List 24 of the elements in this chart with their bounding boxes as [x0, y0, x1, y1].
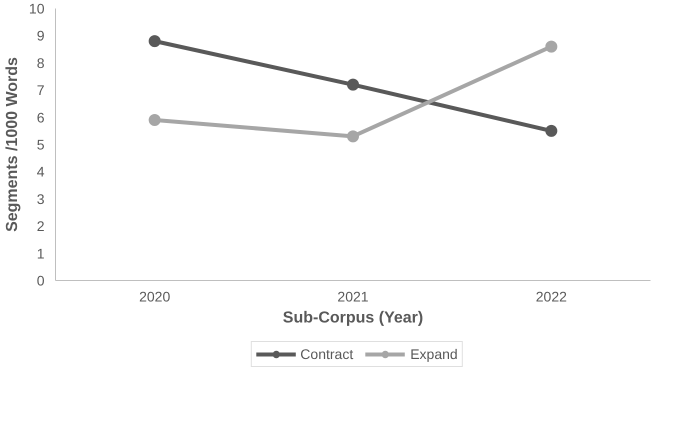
point: [545, 40, 558, 53]
x-tick-label: 2022: [536, 288, 568, 304]
y-tick-label: 2: [36, 218, 45, 234]
x-tick-label: 2020: [139, 288, 170, 304]
y-axis-title: Segments /1000 Words: [4, 56, 21, 232]
y-tick-label: 8: [36, 54, 45, 71]
point: [545, 124, 558, 137]
point: [347, 130, 359, 142]
x-axis-title: Sub-Corpus (Year): [282, 310, 424, 326]
legend-label: Contract: [300, 346, 354, 362]
y-tick-label: 3: [36, 190, 45, 207]
x-tick-label: 2021: [337, 288, 369, 304]
y-tick-label: 9: [36, 28, 45, 44]
point: [148, 35, 161, 48]
y-tick-label: 1: [36, 245, 45, 262]
y-tick-label: 6: [36, 109, 45, 126]
point: [347, 78, 359, 91]
y-tick-label: 4: [36, 164, 45, 180]
y-tick-label: 5: [36, 136, 45, 152]
legend-label: Expand: [410, 346, 458, 362]
y-tick-label: 10: [28, 0, 45, 16]
y-tick-label: 0: [36, 272, 45, 288]
y-tick-label: 7: [36, 82, 45, 98]
point: [148, 114, 161, 126]
